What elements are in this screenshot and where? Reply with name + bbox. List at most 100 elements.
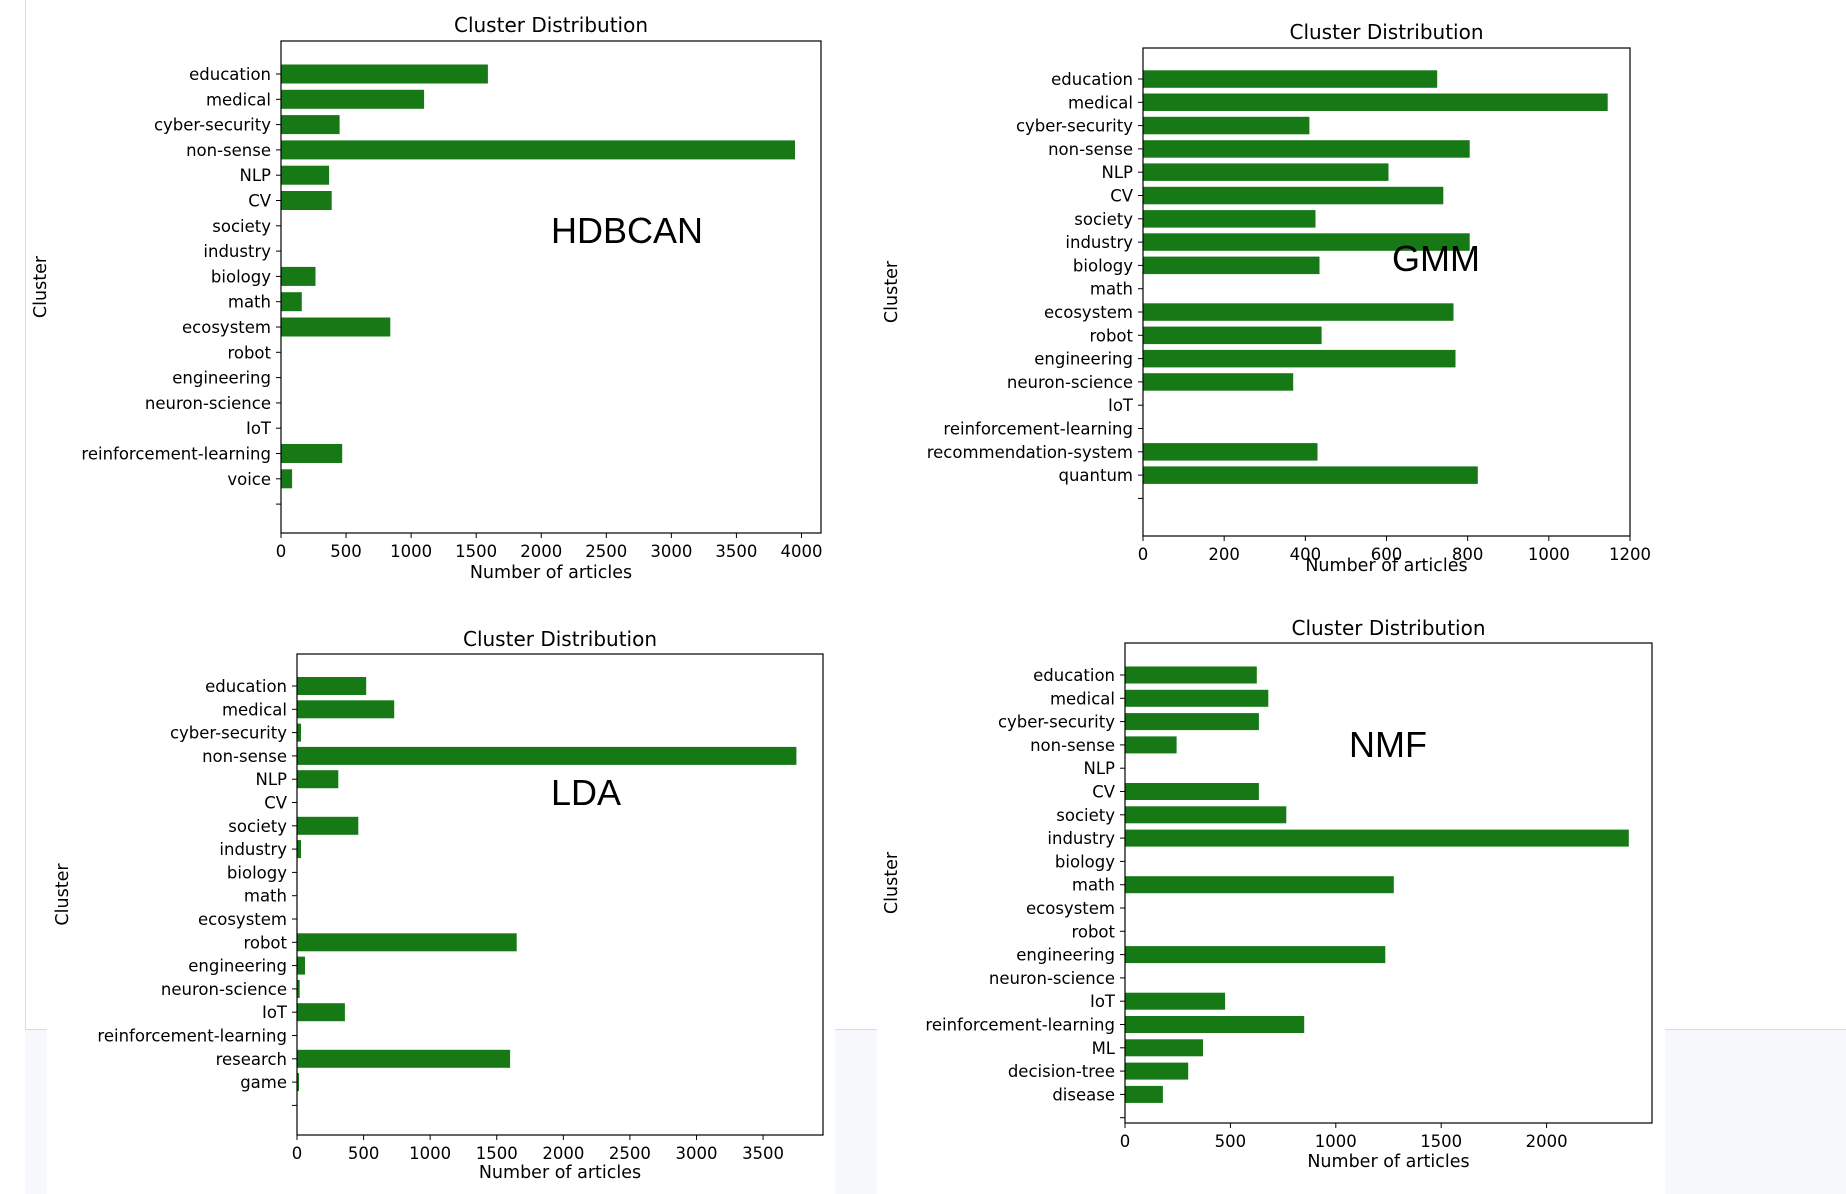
method-annotation: HDBCAN [551,210,703,251]
y-tick-label: society [228,817,287,836]
x-axis-label: Number of articles [470,563,632,583]
y-tick-label: ecosystem [1026,899,1115,918]
y-tick-label: IoT [262,1003,288,1022]
plot-frame [1124,642,1653,1124]
y-tick-label: math [1072,876,1115,895]
chart-title: Cluster Distribution [463,627,657,651]
x-tick-label: 1200 [1609,545,1651,564]
y-axis-label: Cluster [882,851,902,914]
bar-quantum [1143,466,1478,484]
method-annotation: GMM [1392,238,1480,279]
y-tick-label: society [212,217,271,236]
bar-biology [281,266,316,286]
bar-math [1125,876,1394,894]
y-tick-label: medical [206,90,271,109]
y-tick-label: cyber-security [998,713,1115,732]
x-tick-label: 2500 [609,1144,651,1163]
bar-education [1143,70,1438,88]
y-tick-label: ML [1092,1039,1116,1058]
bar-robot [297,933,517,952]
y-tick-label: NLP [256,770,288,789]
bar-medical [1143,93,1608,111]
bar-biology [1143,256,1320,275]
x-tick-label: 1000 [409,1144,451,1163]
y-tick-label: NLP [240,166,272,185]
x-tick-label: 1000 [1315,1132,1357,1151]
bar-disease [1125,1085,1163,1103]
x-tick-label: 1500 [1420,1132,1462,1151]
y-tick-label: neuron-science [989,969,1115,988]
plot-frame [280,40,822,534]
x-tick-label: 1000 [1528,545,1570,564]
bar-CV [1125,783,1259,800]
y-tick-label: non-sense [1048,140,1133,159]
bar-neuron-science [1143,373,1294,391]
x-tick-label: 4000 [780,542,822,561]
y-tick-label: engineering [188,957,287,976]
y-tick-label: reinforcement-learning [97,1027,287,1046]
bar-non-sense [297,746,797,765]
y-tick-label: industry [1047,829,1115,848]
y-tick-label: engineering [172,369,271,388]
bar-cyber-security [1143,116,1310,135]
y-tick-label: non-sense [186,141,271,160]
y-tick-label: ecosystem [198,910,287,929]
y-tick-label: society [1074,210,1133,229]
bar-math [281,292,302,312]
x-tick-label: 0 [1138,545,1149,564]
y-tick-label: quantum [1059,466,1134,485]
y-tick-label: NLP [1102,163,1134,182]
y-tick-label: reinforcement-learning [81,445,271,464]
bar-industry [1125,829,1629,847]
bar-engineering [1143,349,1456,368]
y-tick-label: IoT [246,419,272,438]
x-tick-label: 1000 [390,542,432,561]
bar-ecosystem [281,317,391,337]
x-axis-label: Number of articles [1307,1152,1469,1172]
bar-cyber-security [1125,713,1259,731]
x-tick-label: 0 [276,542,287,561]
y-tick-label: CV [248,192,272,211]
bar-ecosystem [1143,303,1454,321]
bar-reinforcement-learning [281,444,343,463]
bar-society [297,816,359,835]
bar-non-sense [1125,736,1177,754]
y-tick-label: biology [211,267,271,286]
y-tick-label: voice [227,470,271,489]
y-tick-label: research [216,1050,287,1069]
x-axis-label: Number of articles [1305,556,1467,576]
bar-non-sense [1143,140,1470,158]
chart-panel-hdbcan: education medical cyber-security non-sense N… [31,13,822,583]
bar-society [1125,806,1287,824]
method-annotation: NMF [1349,724,1427,765]
y-tick-label: ecosystem [182,318,271,337]
y-tick-label: cyber-security [1016,117,1133,136]
y-tick-label: education [205,677,287,696]
x-tick-label: 2500 [585,542,627,561]
y-tick-label: game [240,1073,287,1092]
chart-title: Cluster Distribution [1291,616,1485,640]
screenshot-backdrop-left [25,0,26,1030]
y-tick-label: industry [203,242,271,261]
bar-decision-tree [1125,1062,1189,1080]
chart-panel-lda: education medical cyber-security non-sense N… [53,627,824,1183]
bar-NLP [297,770,339,789]
y-tick-label: robot [1071,922,1115,941]
x-tick-label: 3500 [742,1144,784,1163]
y-tick-label: robot [1089,326,1133,345]
bar-engineering [1125,946,1386,964]
bar-CV [281,191,332,210]
y-tick-label: robot [227,343,271,362]
x-tick-label: 3000 [675,1144,717,1163]
bar-non-sense [281,140,795,160]
x-tick-label: 0 [292,1144,303,1163]
x-tick-label: 3500 [715,542,757,561]
y-tick-label: math [244,887,287,906]
y-tick-label: math [1090,280,1133,299]
y-tick-label: robot [243,933,287,952]
y-tick-label: industry [219,840,287,859]
y-tick-label: CV [264,794,288,813]
bar-medical [281,89,425,109]
plot-frame [296,653,824,1136]
